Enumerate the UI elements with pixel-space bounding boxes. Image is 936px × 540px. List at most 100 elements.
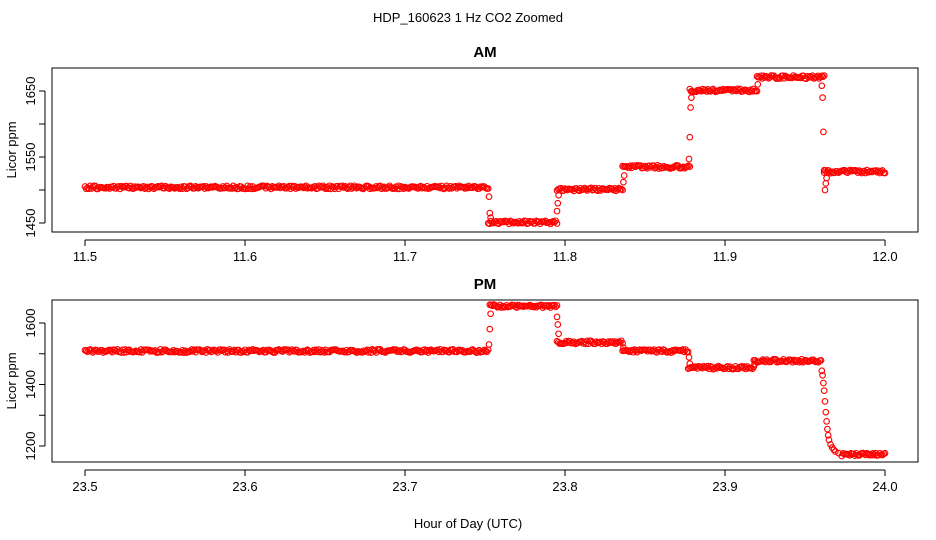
data-point [216, 346, 224, 353]
data-point [484, 185, 492, 192]
data-point [485, 341, 493, 348]
data-point [620, 344, 627, 351]
data-point [819, 371, 826, 379]
panel-am-x-axis: 11.5 11.6 11.7 11.8 11.9 12.0 [73, 239, 898, 264]
data-point [372, 182, 380, 190]
data-point [824, 431, 832, 439]
panel-pm-title: PM [474, 276, 497, 293]
x-tick-label: 11.7 [393, 249, 417, 264]
data-point [818, 367, 826, 375]
data-point [358, 349, 366, 356]
data-point [823, 418, 830, 425]
data-point [754, 81, 762, 88]
panel-pm-x-axis: 23.5 23.6 23.7 23.8 23.9 24.0 [72, 469, 898, 494]
data-point [820, 387, 828, 394]
y-tick-label: 1400 [23, 370, 38, 399]
data-point [822, 408, 830, 416]
data-point [646, 162, 654, 170]
data-point [881, 449, 889, 457]
data-point [555, 330, 562, 338]
panel-am-ylabel: Licor ppm [4, 121, 19, 178]
figure-xlabel: Hour of Day (UTC) [414, 516, 522, 531]
data-point [688, 94, 695, 101]
data-point [820, 379, 827, 387]
data-point [686, 163, 694, 170]
x-tick-label: 11.9 [713, 249, 737, 264]
data-point [554, 199, 562, 207]
data-point [553, 313, 561, 321]
data-point [830, 446, 838, 454]
data-point [832, 448, 839, 455]
y-tick-label: 1600 [23, 309, 38, 338]
data-point [435, 183, 443, 190]
data-point [552, 303, 560, 311]
data-point [683, 163, 691, 170]
x-tick-label: 23.7 [392, 479, 417, 494]
y-tick-label: 1200 [23, 432, 38, 461]
data-point [881, 169, 889, 177]
panel-pm-points [81, 301, 889, 460]
data-point [817, 357, 825, 364]
data-point [486, 209, 494, 217]
panel-am-y-axis: 1450 1550 1650 [23, 77, 46, 238]
data-point [751, 360, 758, 368]
x-tick-label: 23.9 [712, 479, 737, 494]
x-tick-label: 24.0 [872, 479, 897, 494]
x-tick-label: 23.6 [232, 479, 257, 494]
panel-am: AM Licor ppm 11.5 11.6 11.7 11.8 11.9 12.0 14… [4, 44, 919, 264]
panel-am-title: AM [473, 44, 496, 61]
x-tick-label: 11.8 [553, 249, 577, 264]
x-tick-label: 11.6 [233, 249, 257, 264]
data-point [821, 398, 829, 405]
data-point [820, 72, 828, 79]
data-point [553, 207, 561, 215]
data-point [821, 186, 829, 194]
data-point [619, 339, 626, 347]
data-point [753, 87, 761, 95]
panel-pm-ylabel: Licor ppm [4, 352, 19, 409]
data-point [685, 155, 693, 163]
data-point [620, 178, 627, 186]
data-point [617, 185, 625, 193]
data-point [685, 162, 692, 170]
data-point [487, 310, 494, 318]
data-point [820, 128, 827, 136]
data-point [824, 425, 831, 433]
data-point [487, 214, 494, 222]
x-tick-label: 23.5 [72, 479, 97, 494]
data-point [686, 360, 694, 367]
data-point [551, 301, 558, 309]
data-point [819, 94, 826, 101]
data-point [555, 191, 562, 199]
y-tick-label: 1550 [23, 143, 38, 172]
data-point [835, 449, 842, 457]
y-tick-label: 1650 [23, 77, 38, 106]
panel-pm: PM Licor ppm 23.5 23.6 23.7 23.8 23.9 24.0 12… [4, 276, 919, 494]
data-point [554, 321, 562, 328]
data-point [816, 73, 824, 81]
panel-am-points [81, 72, 889, 228]
panel-pm-frame [51, 299, 919, 463]
data-point [485, 193, 493, 200]
data-point [339, 182, 346, 190]
data-point [823, 174, 830, 182]
figure-title: HDP_160623 1 Hz CO2 Zoomed [373, 10, 563, 25]
panel-am-frame [51, 67, 919, 233]
data-point [486, 325, 494, 333]
data-point [818, 82, 826, 90]
data-point [619, 186, 626, 194]
data-point [686, 133, 694, 141]
data-point [553, 302, 561, 309]
x-tick-label: 23.8 [552, 479, 577, 494]
panel-pm-y-axis: 1200 1400 1600 [23, 309, 46, 461]
data-point [820, 166, 828, 174]
data-point [819, 73, 827, 81]
data-point [553, 220, 561, 227]
data-point [685, 354, 693, 361]
data-point [620, 172, 628, 179]
y-tick-label: 1450 [23, 209, 38, 238]
x-tick-label: 12.0 [872, 249, 897, 264]
x-tick-label: 11.5 [73, 249, 97, 264]
